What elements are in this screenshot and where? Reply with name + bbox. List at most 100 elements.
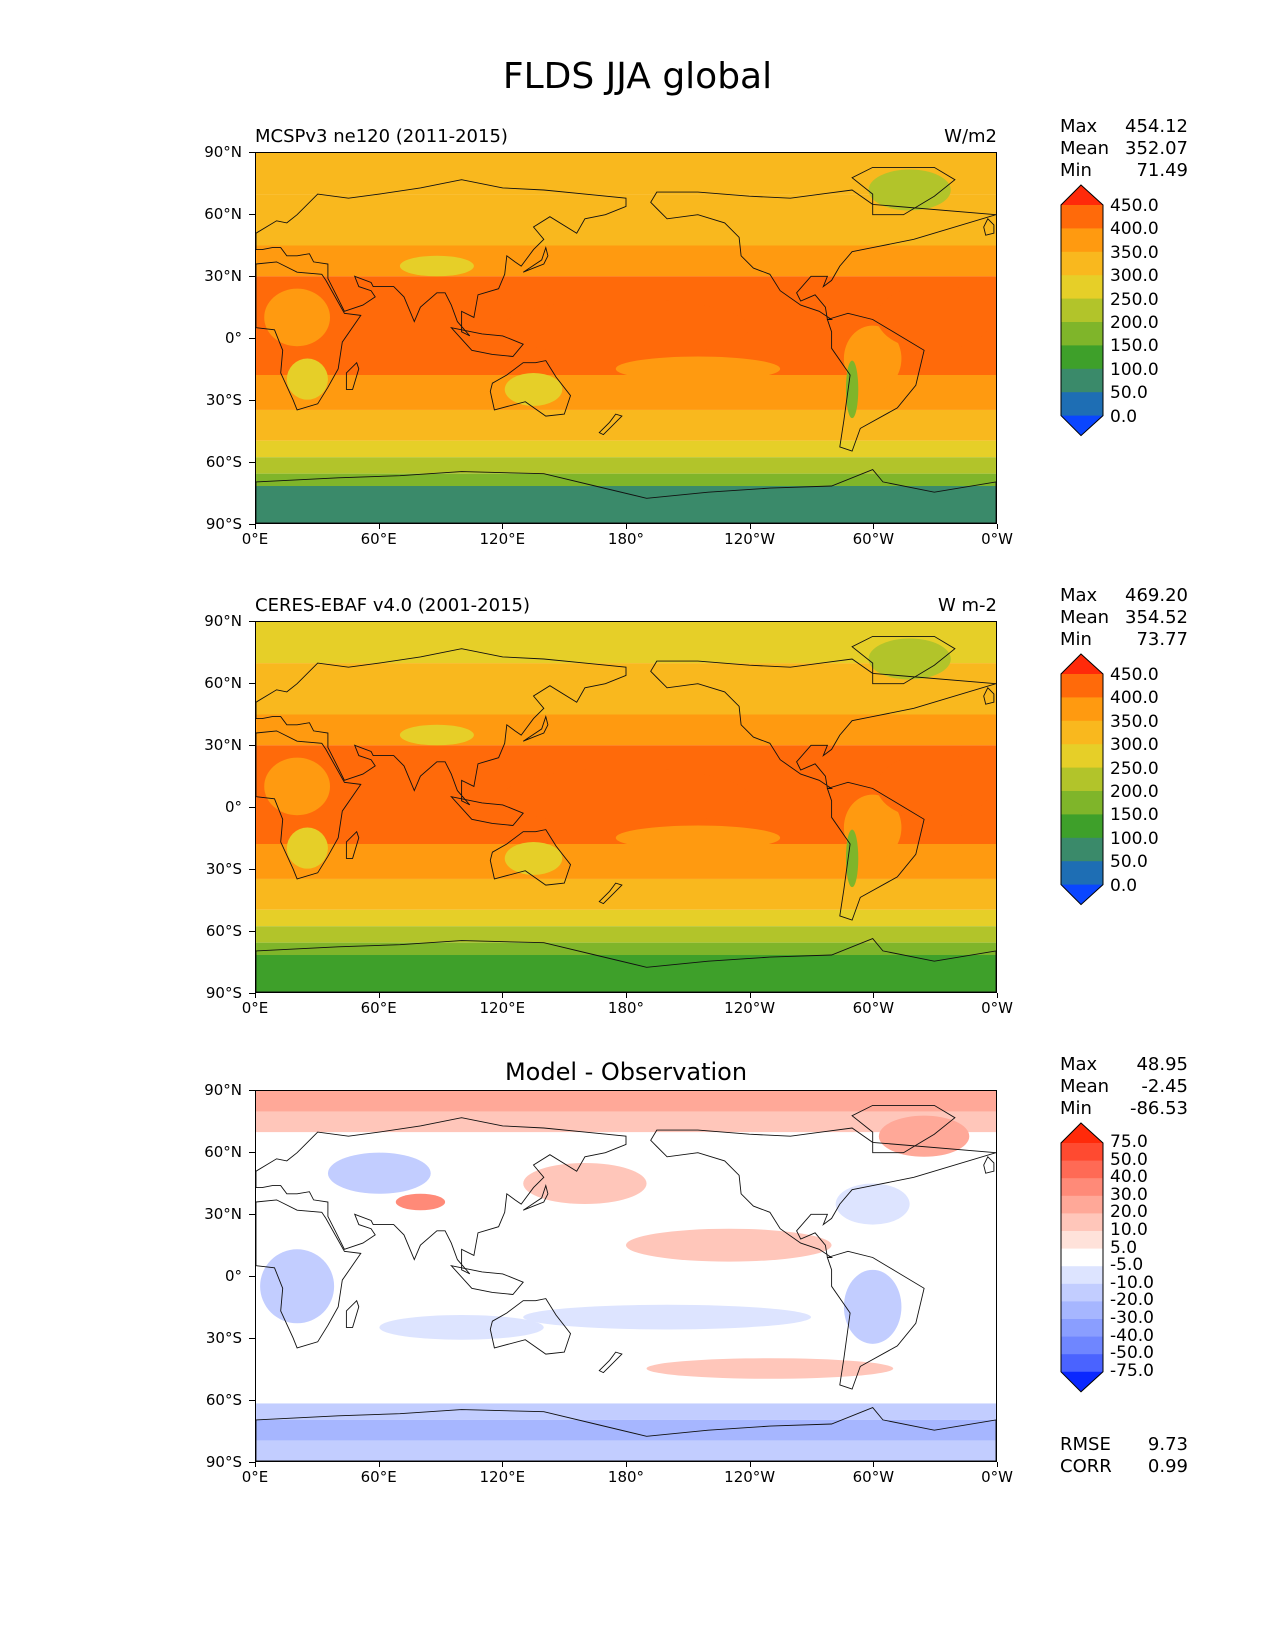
map-svg <box>256 1091 996 1461</box>
coastline-japan <box>522 1184 549 1211</box>
lon-tick <box>997 993 998 998</box>
lon-tick-label: 180° <box>607 999 645 1017</box>
diff-region-greenland <box>878 1115 970 1157</box>
map-plot-area <box>255 621 997 993</box>
lat-tick <box>249 869 255 870</box>
field-band-antarctica <box>256 486 996 523</box>
colorbar-tick-label: 150.0 <box>1110 805 1159 826</box>
lat-tick <box>249 993 255 994</box>
lat-tick <box>249 1276 255 1277</box>
field-region-andes <box>845 360 859 419</box>
colorbar-tick-label: 100.0 <box>1110 828 1159 849</box>
lat-tick <box>249 338 255 339</box>
coastline-australia <box>489 1298 572 1355</box>
stats-block: Max 454.12 Mean 352.07 Min 71.49 <box>1060 116 1188 182</box>
lat-tick-label: 60°S <box>205 1391 242 1409</box>
field-region-tibet <box>399 255 474 277</box>
coastline-europe-asia <box>256 179 627 337</box>
stat-row: RMSE 9.73 <box>1060 1434 1188 1456</box>
colorbar-segment <box>1061 1213 1103 1232</box>
colorbar-segment <box>1061 1319 1103 1338</box>
stat-row: Max 48.95 <box>1060 1054 1188 1076</box>
colorbar-segment <box>1061 1336 1103 1355</box>
field-region-greenland <box>868 169 951 211</box>
field-region-andes <box>845 829 859 888</box>
colorbar-outline <box>1060 1122 1104 1393</box>
stat-label: Min <box>1060 160 1092 181</box>
field-region-africa-sahel <box>264 757 330 816</box>
colorbar-tick-label: 250.0 <box>1110 289 1159 310</box>
colorbar-segment <box>1061 368 1103 393</box>
diff-region-east-pacific <box>626 1228 832 1262</box>
coastline-greenland <box>851 635 956 685</box>
coastline-uk <box>983 218 995 236</box>
diff-region-central-asia <box>327 1152 431 1194</box>
field-region-southern-africa <box>286 358 328 400</box>
diff-band-antarctic-coast <box>256 1419 996 1441</box>
coastline-australia <box>489 829 572 886</box>
colorbar-segment <box>1061 1354 1103 1373</box>
lat-tick-label: 60°N <box>204 1143 242 1161</box>
lat-tick-label: 30°S <box>205 1329 242 1347</box>
colorbar-segment <box>1061 674 1103 698</box>
colorbar-segment <box>1061 791 1103 815</box>
diff-region-north-atlantic <box>835 1183 910 1225</box>
colorbar-tick-label: 50.0 <box>1110 852 1148 873</box>
field-region-amazon <box>843 794 902 861</box>
lon-tick-label: 60°W <box>852 1468 895 1486</box>
stats-block: Max 48.95 Mean -2.45 Min -86.53 <box>1060 1054 1188 1120</box>
colorbar-segment <box>1061 861 1103 886</box>
colorbar-segment <box>1061 1283 1103 1302</box>
lat-tick-label: 90°S <box>205 1453 242 1471</box>
lat-tick-label: 90°N <box>204 1081 242 1099</box>
lon-tick <box>255 993 256 998</box>
panel-model: MCSPv3 ne120 (2011-2015) W/m2 90°N 60°N 30°N… <box>0 116 1275 576</box>
coastline-uk <box>983 1156 995 1174</box>
colorbar-extend-min <box>1061 884 1103 905</box>
coastline-antarctica <box>256 938 996 992</box>
stat-value: 48.95 <box>1136 1054 1188 1075</box>
stat-label: Mean <box>1060 607 1110 628</box>
field-band-southern-ocean <box>256 440 996 458</box>
coastline-japan <box>522 715 549 742</box>
coastline-antarctica <box>256 469 996 523</box>
lon-tick-label: 0°E <box>241 530 269 548</box>
colorbar-tick-label: -50.0 <box>1110 1343 1154 1364</box>
colorbar-segment <box>1061 720 1103 745</box>
colorbar-segment <box>1061 837 1103 862</box>
lat-tick-label: 90°S <box>205 515 242 533</box>
field-region-se-pacific <box>615 356 781 382</box>
field-band-mid-south <box>256 409 996 441</box>
coastline-madagascar <box>345 1299 360 1328</box>
colorbar-tick-label: -30.0 <box>1110 1308 1154 1328</box>
lon-tick <box>502 1462 504 1467</box>
lon-tick <box>997 524 998 529</box>
lat-tick-label: 90°S <box>205 984 242 1002</box>
stat-row: Max 469.20 <box>1060 585 1188 607</box>
figure-title: FLDS JJA global <box>502 56 773 97</box>
colorbar-extend-min <box>1061 1371 1103 1392</box>
field-band-mid-north <box>256 245 996 277</box>
colorbar-tick-label: 10.0 <box>1110 1220 1148 1240</box>
lon-tick-label: 120°W <box>724 999 776 1017</box>
lat-tick <box>249 683 255 684</box>
stat-value: 0.99 <box>1147 1456 1188 1477</box>
lon-tick-label: 0°W <box>981 999 1013 1017</box>
stat-row: Mean -2.45 <box>1060 1076 1188 1098</box>
coastline-nz <box>598 413 623 436</box>
coastline-europe-asia <box>256 648 627 806</box>
colorbar-segment <box>1061 251 1103 276</box>
colorbar-tick-label: 400.0 <box>1110 219 1159 240</box>
lon-tick <box>749 993 751 998</box>
coastline-indonesia <box>450 326 524 357</box>
colorbar-segment <box>1061 1248 1103 1267</box>
colorbar-tick-label: -20.0 <box>1110 1290 1154 1311</box>
colorbar-extend-max <box>1061 185 1103 205</box>
lat-tick-label: 0° <box>224 329 242 347</box>
field-region-greenland <box>868 638 951 680</box>
lon-tick <box>502 524 504 529</box>
lat-tick-label: 30°N <box>204 736 242 754</box>
colorbar-tick-label: 40.0 <box>1110 1167 1148 1188</box>
field-region-southern-africa <box>286 827 328 869</box>
lat-tick <box>249 276 255 277</box>
